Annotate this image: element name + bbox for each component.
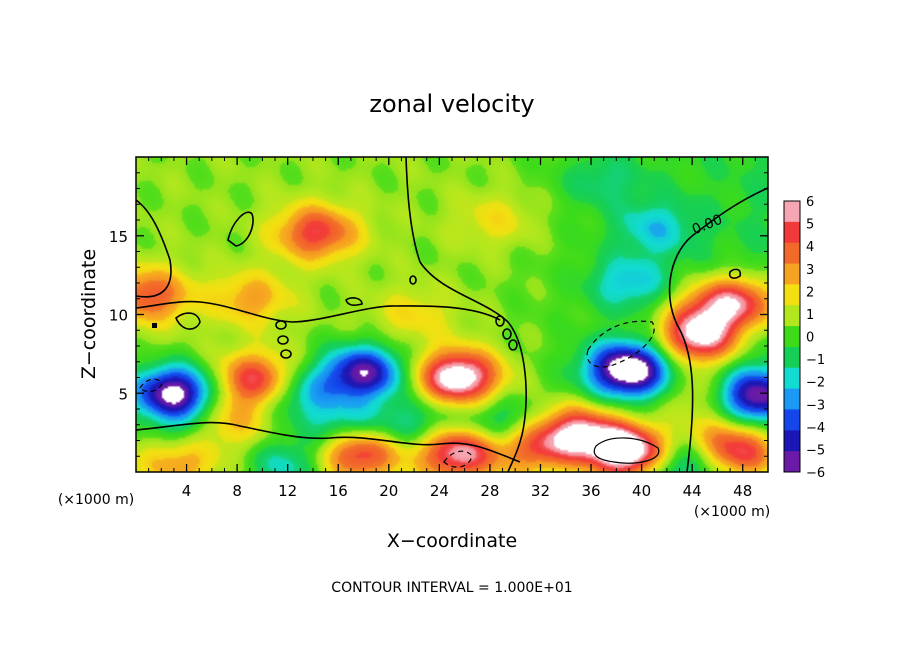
zero-contour-bead-5: [277, 335, 289, 345]
negative-contour-2: [139, 378, 163, 393]
zero-contour-east: [668, 187, 768, 472]
x-axis-label: X−coordinate: [387, 530, 517, 552]
colorbar-tick-label: −6: [806, 466, 825, 481]
colorbar-swatch: [784, 346, 800, 369]
colorbar-tick-label: 6: [806, 195, 814, 210]
colorbar-tick-label: −1: [806, 353, 825, 368]
colorbar-swatch: [784, 263, 800, 285]
negative-contour-3: [443, 450, 473, 468]
colorbar-tick-label: −2: [806, 376, 825, 391]
zero-contour-loop-3: [728, 268, 742, 279]
y-tick-label: 10: [109, 307, 128, 325]
colorbar-tick-label: −5: [806, 443, 825, 458]
zero-contour-bead-7: [409, 275, 417, 285]
y-axis-label: Z−coordinate: [78, 249, 100, 379]
x-unit-label: (×1000 m): [694, 504, 770, 520]
zero-contour-bead-4: [275, 320, 287, 330]
colorbar-tick-label: −4: [806, 421, 825, 436]
x-tick-label: 28: [480, 482, 499, 500]
colorbar-swatch: [784, 242, 800, 265]
colorbar-tick-label: −3: [806, 398, 825, 413]
colorbar-swatch: [784, 430, 800, 452]
zero-contour-loop-2: [175, 312, 201, 330]
x-tick-label: 32: [531, 482, 550, 500]
x-tick-label: 4: [182, 482, 192, 500]
colorbar-swatch: [784, 201, 800, 223]
zero-contour-central: [405, 157, 527, 472]
colorbar-tick-label: 2: [806, 285, 814, 300]
y-axis-ticks: 5 10 15: [109, 172, 768, 457]
colorbar-tick-label: 3: [806, 263, 814, 278]
y-tick-label: 5: [118, 385, 128, 403]
colorbar-swatch: [784, 305, 800, 327]
contour-lines: [136, 157, 768, 472]
x-tick-label: 40: [632, 482, 651, 500]
z-unit-label: (×1000 m): [58, 492, 134, 508]
zero-contour-loop-1: [227, 211, 254, 247]
x-tick-label: 24: [430, 482, 449, 500]
x-tick-label: 36: [581, 482, 600, 500]
colorbar-tick-label: 5: [806, 218, 814, 233]
y-tick-label: 15: [109, 228, 128, 246]
colorbar-tick-label: 1: [806, 308, 814, 323]
colorbar-swatch: [784, 388, 800, 410]
zero-contour-loop-4: [345, 297, 363, 306]
x-tick-label: 44: [683, 482, 702, 500]
colorbar-swatch: [784, 367, 800, 390]
x-axis-ticks: 4 8 12 16 20 24 28 32 36 40 44 48: [148, 157, 756, 500]
colorbar-swatch: [784, 221, 800, 244]
contour-interval-note: CONTOUR INTERVAL = 1.000E+01: [331, 580, 572, 596]
positive-contour-1: [593, 437, 660, 464]
x-tick-label: 12: [278, 482, 297, 500]
x-tick-label: 48: [733, 482, 752, 500]
x-tick-label: 16: [329, 482, 348, 500]
zero-contour-lower: [136, 421, 521, 463]
zero-contour-bead-1: [495, 315, 505, 327]
chart-title: zonal velocity: [369, 90, 534, 118]
colorbar-swatch: [784, 409, 800, 431]
zero-contour-bead-6: [280, 349, 292, 359]
colorbar: 6 5 4 3 2 1 0 −1 −2 −3 −4 −5 −6: [783, 195, 825, 481]
zero-contour-west-band: [136, 300, 501, 323]
colorbar-tick-label: 4: [806, 240, 814, 255]
small-blob: [152, 323, 157, 328]
velocity-field: [136, 157, 768, 472]
zero-contour-west-loop: [136, 199, 172, 298]
x-tick-label: 8: [232, 482, 242, 500]
colorbar-frame: [783, 200, 801, 473]
zero-contour-bead-2: [502, 328, 512, 340]
colorbar-swatch: [784, 326, 800, 348]
zero-contour-bead-3: [508, 339, 518, 351]
x-tick-label: 20: [379, 482, 398, 500]
colorbar-swatch: [784, 451, 800, 473]
colorbar-swatch: [784, 284, 800, 306]
colorbar-tick-label: 0: [806, 331, 814, 346]
